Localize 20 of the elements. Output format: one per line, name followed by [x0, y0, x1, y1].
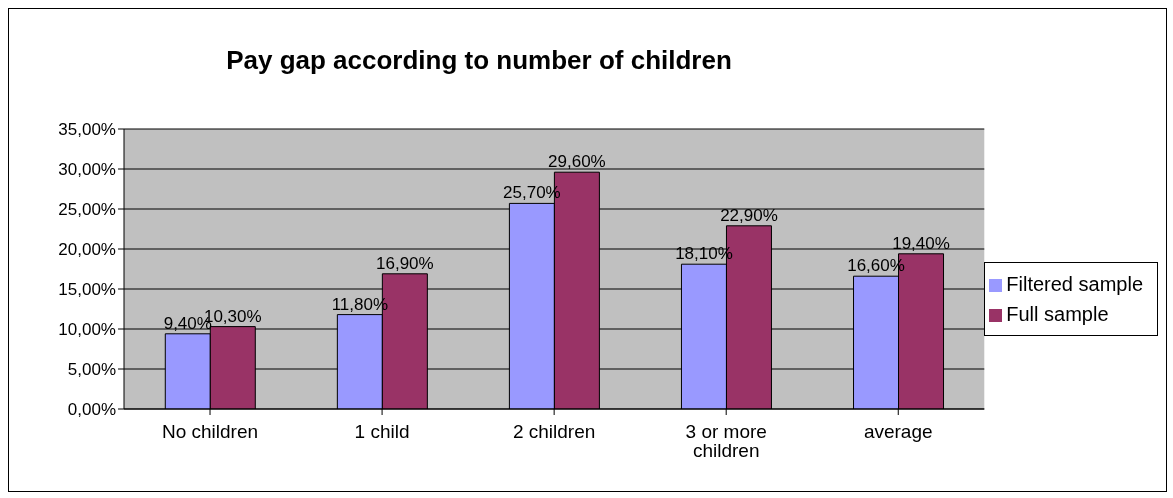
y-tick-label: 25,00%: [58, 200, 116, 220]
y-tick-label: 30,00%: [58, 160, 116, 180]
x-tick-label: 3 or more children: [685, 421, 767, 462]
data-label: 22,90%: [720, 205, 778, 225]
legend-label: Full sample: [1006, 303, 1109, 325]
data-label: 19,40%: [892, 233, 950, 253]
x-tick-label: 2 children: [512, 421, 596, 443]
y-tick-label: 0,00%: [67, 400, 116, 420]
chart-title: Pay gap according to number of children: [225, 45, 733, 76]
y-tick-label: 15,00%: [58, 280, 116, 300]
y-tick-label: 10,00%: [58, 320, 116, 340]
y-tick-label: 20,00%: [58, 240, 116, 260]
y-tick-label: 5,00%: [67, 360, 116, 380]
x-tick-label: No children: [161, 421, 259, 443]
data-label: 16,90%: [376, 253, 434, 273]
data-label: 29,60%: [548, 152, 606, 172]
legend-label: Filtered sample: [1006, 273, 1143, 295]
x-tick-label: average: [863, 421, 933, 443]
y-tick-label: 35,00%: [58, 120, 116, 140]
x-tick-label: 1 child: [354, 421, 410, 443]
